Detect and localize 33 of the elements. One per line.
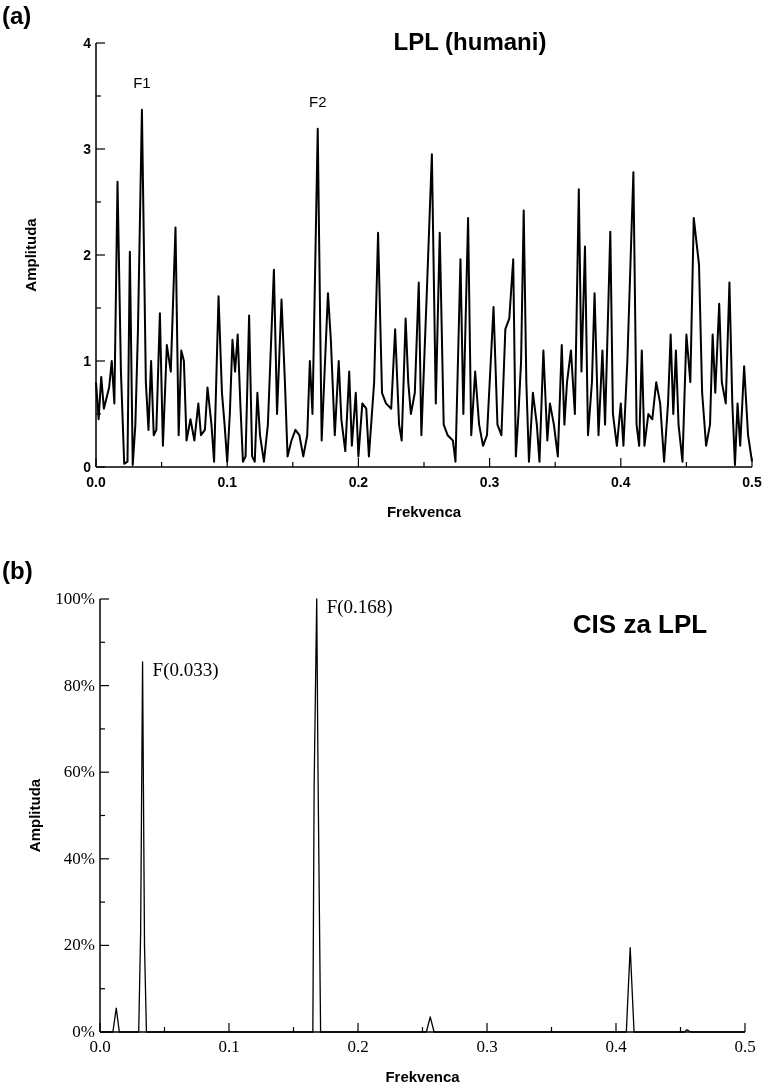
y-tick-label: 0 (83, 459, 92, 475)
x-tick-label: 0.1 (218, 1037, 240, 1056)
y-tick-label: 60% (63, 762, 95, 782)
y-tick-label: 1 (83, 353, 92, 369)
y-tick-label: 100% (55, 589, 95, 608)
y-tick-label: 4 (83, 35, 92, 51)
y-axis-title: Amplituda (22, 217, 39, 292)
annotation: F(0.033) (152, 658, 219, 681)
x-tick-label: 0.0 (86, 474, 106, 490)
x-tick-label: 0.4 (605, 1037, 628, 1056)
x-axis-title: Frekvenca (385, 1068, 461, 1085)
y-tick-label: 80% (63, 675, 95, 695)
x-tick-label: 0.1 (217, 474, 238, 490)
annotation: F2 (308, 92, 327, 110)
x-axis-title: Frekvenca (386, 503, 462, 520)
annotation: F(0.168) (326, 596, 393, 618)
x-tick-label: 0.4 (611, 474, 631, 490)
chart-title: LPL (humani) (393, 28, 547, 55)
x-tick-label: 0.3 (476, 1037, 498, 1056)
y-tick-label: 20% (63, 935, 95, 955)
x-tick-label: 0.2 (347, 1037, 369, 1056)
y-tick-label: 40% (63, 848, 95, 868)
y-axis-title: Amplituda (26, 778, 43, 853)
text: (a) (2, 2, 32, 29)
annotation: F1 (133, 73, 151, 91)
text: (b) (2, 557, 33, 584)
y-tick-label: 2 (83, 247, 92, 263)
x-tick-label: 0.5 (734, 1037, 756, 1056)
chart-title: CIS za LPL (572, 609, 708, 639)
x-tick-label: 0.5 (742, 474, 762, 490)
y-tick-label: 3 (83, 141, 92, 157)
x-tick-label: 0.2 (348, 474, 369, 490)
x-tick-label: 0.3 (479, 474, 500, 490)
